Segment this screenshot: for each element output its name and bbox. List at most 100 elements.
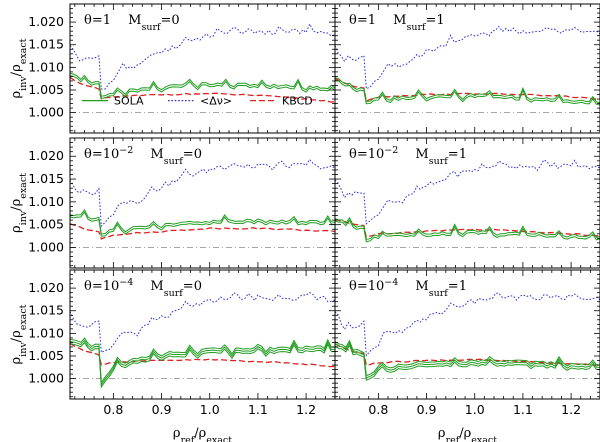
kbcd-series-line — [70, 342, 335, 368]
x-axis-label: ρref/ρexact — [173, 426, 232, 442]
sola-series-line — [335, 216, 600, 241]
text-span: surf — [164, 156, 185, 167]
x-tick-label: 1.1 — [513, 402, 533, 417]
kbcd-series-line — [335, 77, 600, 102]
x-tick-label: 0.8 — [103, 402, 123, 417]
text-span: /ρ — [9, 330, 24, 342]
text-span: ref — [181, 435, 196, 442]
text-span: ρ — [9, 225, 24, 233]
text-span: θ=10 — [84, 279, 119, 294]
x-tick-label: 0.9 — [152, 402, 172, 417]
text-span: = — [448, 147, 459, 162]
y-axis-label: ρinv/ρexact — [9, 38, 29, 98]
text-span: ρ — [438, 426, 446, 441]
text-span: = — [161, 13, 172, 28]
sola-series-line-lower — [335, 344, 600, 381]
text-span: surf — [406, 22, 427, 33]
title-spacer — [133, 147, 150, 162]
y-tick-label: 1.005 — [28, 217, 64, 232]
panel-title: θ=1 Msurf=0 — [84, 13, 180, 33]
panel-series — [335, 292, 600, 381]
y-tick-label: 1.010 — [28, 194, 64, 209]
sola-series-line — [335, 77, 600, 104]
text-span: /ρ — [194, 426, 206, 441]
sola-series-line-lower — [335, 79, 600, 106]
y-tick-label: 1.000 — [28, 371, 64, 386]
y-tick-label: 1.020 — [28, 14, 64, 29]
panel-title: θ=10−2 Msurf=1 — [349, 145, 467, 167]
text-span: M — [150, 147, 163, 162]
theta-exponent: −2 — [119, 145, 133, 156]
text-span: 0 — [194, 279, 202, 294]
sola-series-line — [70, 208, 335, 235]
panel-4: θ=10−2 Msurf=1 — [334, 137, 600, 269]
text-span: 0 — [194, 147, 202, 162]
y-tick-label: 1.010 — [28, 59, 64, 74]
text-span: θ=10 — [84, 147, 119, 162]
panel-title: θ=10−2 Msurf=0 — [84, 145, 202, 167]
panel-2: θ=1 Msurf=1 — [334, 3, 600, 134]
text-span: 1 — [436, 13, 444, 28]
x-tick-label: 1.0 — [200, 402, 220, 417]
theta-exponent: −2 — [384, 145, 398, 156]
text-span: M — [415, 147, 428, 162]
legend-label: SOLA — [114, 95, 144, 108]
title-spacer — [111, 13, 128, 28]
theta-exponent: −4 — [119, 277, 133, 288]
text-span: surf — [164, 288, 185, 299]
sola-series-line-lower — [335, 219, 600, 243]
panel-title: θ=1 Msurf=1 — [349, 13, 445, 33]
panel-series — [70, 291, 335, 389]
title-spacer — [398, 279, 415, 294]
text-span: M — [415, 279, 428, 294]
panel-series — [70, 22, 335, 103]
text-span: exact — [18, 38, 29, 64]
y-axis-label: ρinv/ρexact — [9, 304, 29, 364]
y-tick-label: 1.020 — [28, 280, 64, 295]
sola-series-line-upper — [70, 337, 335, 384]
text-span: = — [426, 13, 437, 28]
y-tick-label: 1.000 — [28, 105, 64, 120]
dnu-series-line — [335, 159, 600, 225]
panel-frame — [334, 137, 600, 269]
x-tick-label: 1.2 — [296, 402, 316, 417]
panel-series — [335, 25, 600, 106]
text-span: exact — [206, 435, 232, 442]
text-span: ref — [446, 435, 461, 442]
panel-title: θ=10−4 Msurf=0 — [84, 277, 202, 299]
legend: SOLA <Δν> KBCD — [82, 95, 313, 108]
text-span: M — [393, 13, 406, 28]
dnu-series-line — [335, 292, 600, 357]
x-tick-label: 0.8 — [368, 402, 388, 417]
y-tick-label: 1.010 — [28, 325, 64, 340]
text-span: exact — [471, 435, 497, 442]
text-span: surf — [429, 288, 450, 299]
text-span: 1 — [459, 147, 467, 162]
dnu-series-line — [335, 25, 600, 90]
panel-3: 1.000 1.005 1.010 1.015 1.020 ρinv/ρexact θ=10… — [9, 137, 336, 269]
y-tick-label: 1.015 — [28, 171, 64, 186]
theta-exponent: −4 — [384, 277, 398, 288]
panel-series — [335, 159, 600, 243]
panel-title: θ=10−4 Msurf=1 — [349, 277, 467, 299]
text-span: M — [128, 13, 141, 28]
text-span: inv — [18, 76, 29, 91]
text-span: = — [183, 147, 194, 162]
text-span: M — [150, 279, 163, 294]
x-tick-label: 1.2 — [561, 402, 581, 417]
text-span: θ=1 — [84, 13, 111, 28]
y-tick-label: 1.020 — [28, 148, 64, 163]
x-tick-label: 0.9 — [417, 402, 437, 417]
text-span: exact — [18, 304, 29, 330]
text-span: surf — [429, 156, 450, 167]
panel-6: 0.8 0.9 1.0 1.1 1.2 ρref/ρexact θ=10−4 Msurf=1 — [334, 269, 600, 442]
x-tick-label: 1.1 — [248, 402, 268, 417]
sola-series-line — [335, 341, 600, 379]
text-span: /ρ — [459, 426, 471, 441]
text-span: 0 — [171, 13, 179, 28]
x-axis-label: ρref/ρexact — [438, 426, 497, 442]
text-span: ρ — [9, 91, 24, 99]
sola-series-line-upper — [335, 339, 600, 377]
legend-label: KBCD — [282, 95, 313, 108]
